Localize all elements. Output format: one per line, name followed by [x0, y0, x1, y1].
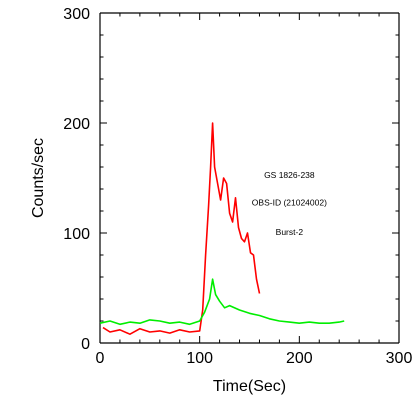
series-line-1	[102, 122, 261, 336]
y-tick-label: 300	[63, 6, 90, 23]
x-tick-label: 300	[386, 350, 413, 367]
y-tick-label: 0	[81, 336, 90, 353]
x-tick-label: 200	[286, 350, 313, 367]
plot-frame	[99, 12, 400, 344]
y-axis-label: Counts/sec	[30, 138, 47, 218]
annotation-text: Burst-2	[276, 227, 304, 237]
annotation-text: OBS-ID (21024002)	[252, 198, 327, 208]
y-tick-label: 100	[63, 226, 90, 243]
x-tick-label: 0	[96, 350, 105, 367]
annotation-text: GS 1826-238	[264, 170, 315, 180]
x-axis-label: Time(Sec)	[213, 378, 286, 395]
axis-ticks: 0 100 200 300 0 100 200 300	[63, 6, 412, 367]
x-tick-label: 100	[186, 350, 213, 367]
series-layer	[99, 122, 345, 336]
series-line-2	[99, 278, 345, 326]
annotations: GS 1826-238 OBS-ID (21024002) Burst-2	[252, 170, 327, 237]
y-tick-label: 200	[63, 116, 90, 133]
